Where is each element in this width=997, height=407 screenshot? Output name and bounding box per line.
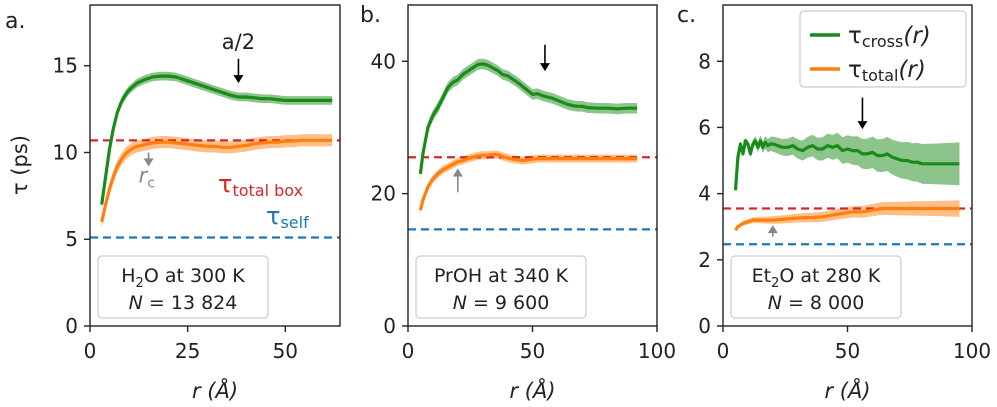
info-box-line1: H2O at 300 K xyxy=(121,265,245,291)
y-tick-label: 15 xyxy=(53,54,78,78)
info-box-line1-main: Et xyxy=(752,265,771,287)
series-line-cross xyxy=(733,139,960,191)
info-box-line1-rest: O at 280 K xyxy=(779,265,880,287)
label-tau-self-main: τ xyxy=(266,202,280,230)
info-box-line2: N = 13 824 xyxy=(129,292,238,314)
info-box-line2-rest: = 13 824 xyxy=(143,292,237,314)
info-box-line1-rest: O at 300 K xyxy=(144,265,245,287)
series-line-total xyxy=(100,138,333,223)
series-band-1 xyxy=(420,150,638,215)
panel-b: b. 0 50 100 0 20 40 r (Å) PrOH at 340 K N = 9 600 xyxy=(360,3,676,403)
x-axis-label: r (Å) xyxy=(192,377,238,403)
legend-label-sub: cross xyxy=(862,32,903,51)
info-box-line1: PrOH at 340 K xyxy=(434,265,569,287)
legend-label-sub: total xyxy=(862,66,899,85)
info-box-line1-main: H xyxy=(121,265,135,287)
x-axis-label: r (Å) xyxy=(824,377,870,403)
y-tick-label: 0 xyxy=(383,314,396,338)
x-axis-label: r (Å) xyxy=(509,377,555,403)
x-tick-label: 25 xyxy=(175,339,200,363)
panel-letter: b. xyxy=(360,3,381,28)
x-tick-label: 50 xyxy=(835,339,860,363)
series-line-total xyxy=(734,206,960,231)
info-box-line1: Et2O at 280 K xyxy=(752,265,881,291)
annotation-half-box-label: a/2 xyxy=(222,30,255,54)
annotation-arrowhead xyxy=(452,168,463,177)
x-tick-label: 100 xyxy=(953,339,991,363)
info-box xyxy=(730,255,902,319)
annotation-rc-sub: c xyxy=(147,175,155,191)
series-band-1 xyxy=(735,200,960,232)
label-tau-total-box-main: τ xyxy=(218,170,232,198)
y-tick-label: 8 xyxy=(698,49,711,73)
info-box-line2-n: N xyxy=(129,292,143,314)
y-tick-label: 40 xyxy=(371,49,396,73)
legend-label-main: τ xyxy=(848,57,862,83)
label-tau-self: τself xyxy=(266,202,309,232)
info-box-line1-sub: 2 xyxy=(771,276,779,291)
series-line-cross xyxy=(418,62,638,174)
legend-label-main: τ xyxy=(848,23,862,49)
info-box-line2-rest: = 9 600 xyxy=(467,292,549,314)
y-tick-label: 0 xyxy=(65,314,78,338)
axes-frame xyxy=(89,4,341,327)
annotation-arrowhead xyxy=(143,158,154,167)
info-box-line2: N = 9 600 xyxy=(453,292,550,314)
series-band-1 xyxy=(101,134,333,228)
x-tick-label: 0 xyxy=(402,339,415,363)
y-tick-label: 0 xyxy=(698,314,711,338)
y-tick-label: 10 xyxy=(53,140,78,164)
info-box-line1-main: PrOH at 340 K xyxy=(434,265,569,287)
x-tick-label: 100 xyxy=(638,339,676,363)
annotation-rc-label: rc xyxy=(139,163,155,191)
info-box-line2-n: N xyxy=(768,292,782,314)
y-tick-label: 2 xyxy=(698,248,711,272)
legend-box xyxy=(799,10,967,88)
x-tick-label: 0 xyxy=(84,339,97,363)
x-tick-label: 0 xyxy=(717,339,730,363)
legend-label-tail: (r) xyxy=(903,23,930,49)
y-tick-label: 20 xyxy=(371,182,396,206)
y-tick-label: 6 xyxy=(698,115,711,139)
annotation-arrowhead xyxy=(539,63,550,72)
series-line-total xyxy=(418,153,638,211)
x-tick-label: 50 xyxy=(273,339,298,363)
label-tau-self-sub: self xyxy=(280,213,309,232)
annotation-arrowhead xyxy=(233,75,244,84)
annotation-arrowhead xyxy=(767,225,778,234)
info-box-line2-n: N xyxy=(453,292,467,314)
legend-label-cross: τcross(r) xyxy=(848,23,931,51)
info-box-line1-sub: 2 xyxy=(136,276,144,291)
annotation-arrowhead xyxy=(857,121,868,130)
info-box xyxy=(97,255,269,319)
info-box-line2-rest: = 8 000 xyxy=(782,292,864,314)
series-line-cross xyxy=(100,74,333,205)
y-tick-label: 5 xyxy=(65,227,78,251)
info-box xyxy=(415,255,587,319)
panel-letter: c. xyxy=(677,3,696,28)
panel-letter: a. xyxy=(5,9,25,34)
x-tick-label: 50 xyxy=(520,339,545,363)
annotation-rc-main: r xyxy=(139,163,149,187)
y-tick-label: 4 xyxy=(698,182,711,206)
y-axis-label: τ (ps) xyxy=(8,135,32,195)
label-tau-total-box: τtotal box xyxy=(218,170,303,200)
legend-label-tail: (r) xyxy=(898,57,925,83)
legend-label-total: τtotal(r) xyxy=(848,57,926,85)
label-tau-total-box-sub: total box xyxy=(232,181,303,200)
info-box-line2: N = 8 000 xyxy=(768,292,865,314)
